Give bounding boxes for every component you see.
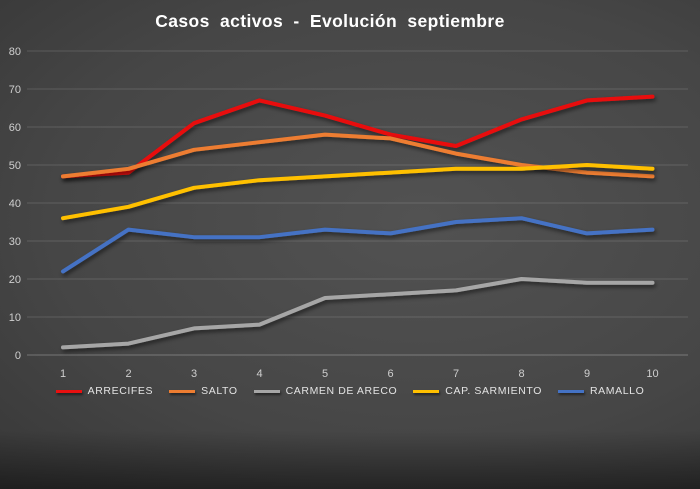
x-tick-label: 6	[387, 368, 393, 380]
y-tick-label: 60	[9, 122, 21, 134]
legend-item-arrecifes: ARRECIFES	[55, 385, 154, 397]
y-tick-label: 30	[9, 236, 21, 248]
y-tick-label: 70	[9, 84, 21, 96]
x-tick-label: 2	[125, 368, 131, 380]
x-tick-label: 7	[453, 368, 459, 380]
legend-label-salto: SALTO	[201, 385, 238, 397]
legend-line-marker-ramallo	[557, 389, 584, 393]
legend-line-marker-carmen-de-areco	[253, 389, 280, 393]
x-tick-label: 8	[518, 368, 524, 380]
chart-title: Casos activos - Evolución septiembre	[155, 11, 505, 31]
legend-line-marker-cap-sarmiento	[413, 389, 440, 393]
series-line-cap-sarmiento	[61, 163, 655, 221]
y-tick-label: 10	[9, 312, 21, 324]
series-line-carmen-de-areco	[61, 277, 655, 350]
legend-item-ramallo: RAMALLO	[557, 385, 645, 397]
x-tick-label: 10	[646, 368, 658, 380]
y-tick-label: 50	[9, 160, 21, 172]
legend-label-ramallo: RAMALLO	[589, 385, 645, 397]
legend-line-marker-arrecifes	[55, 389, 82, 393]
x-tick-label: 4	[256, 368, 262, 380]
y-tick-label: 40	[9, 198, 21, 210]
y-tick-label: 80	[9, 46, 21, 58]
legend-item-cap-sarmiento: CAP. SARMIENTO	[413, 385, 542, 397]
x-tick-label: 5	[322, 368, 328, 380]
series-line-arrecifes	[61, 94, 655, 179]
x-tick-label: 1	[60, 368, 66, 380]
y-tick-label: 20	[9, 274, 21, 286]
legend-item-carmen-de-areco: CARMEN DE ARECO	[253, 385, 398, 397]
legend-label-carmen-de-areco: CARMEN DE ARECO	[285, 385, 398, 397]
legend-label-cap-sarmiento: CAP. SARMIENTO	[445, 385, 542, 397]
legend-line-marker-salto	[169, 389, 196, 393]
legend: ARRECIFES SALTO CARMEN DE ARECO CAP. SARMIE…	[0, 385, 700, 397]
series-line-ramallo	[61, 216, 655, 274]
legend-item-salto: SALTO	[169, 385, 237, 397]
legend-label-arrecifes: ARRECIFES	[87, 385, 154, 397]
x-tick-label: 3	[191, 368, 197, 380]
y-tick-label: 0	[15, 350, 21, 362]
x-tick-label: 9	[584, 368, 590, 380]
